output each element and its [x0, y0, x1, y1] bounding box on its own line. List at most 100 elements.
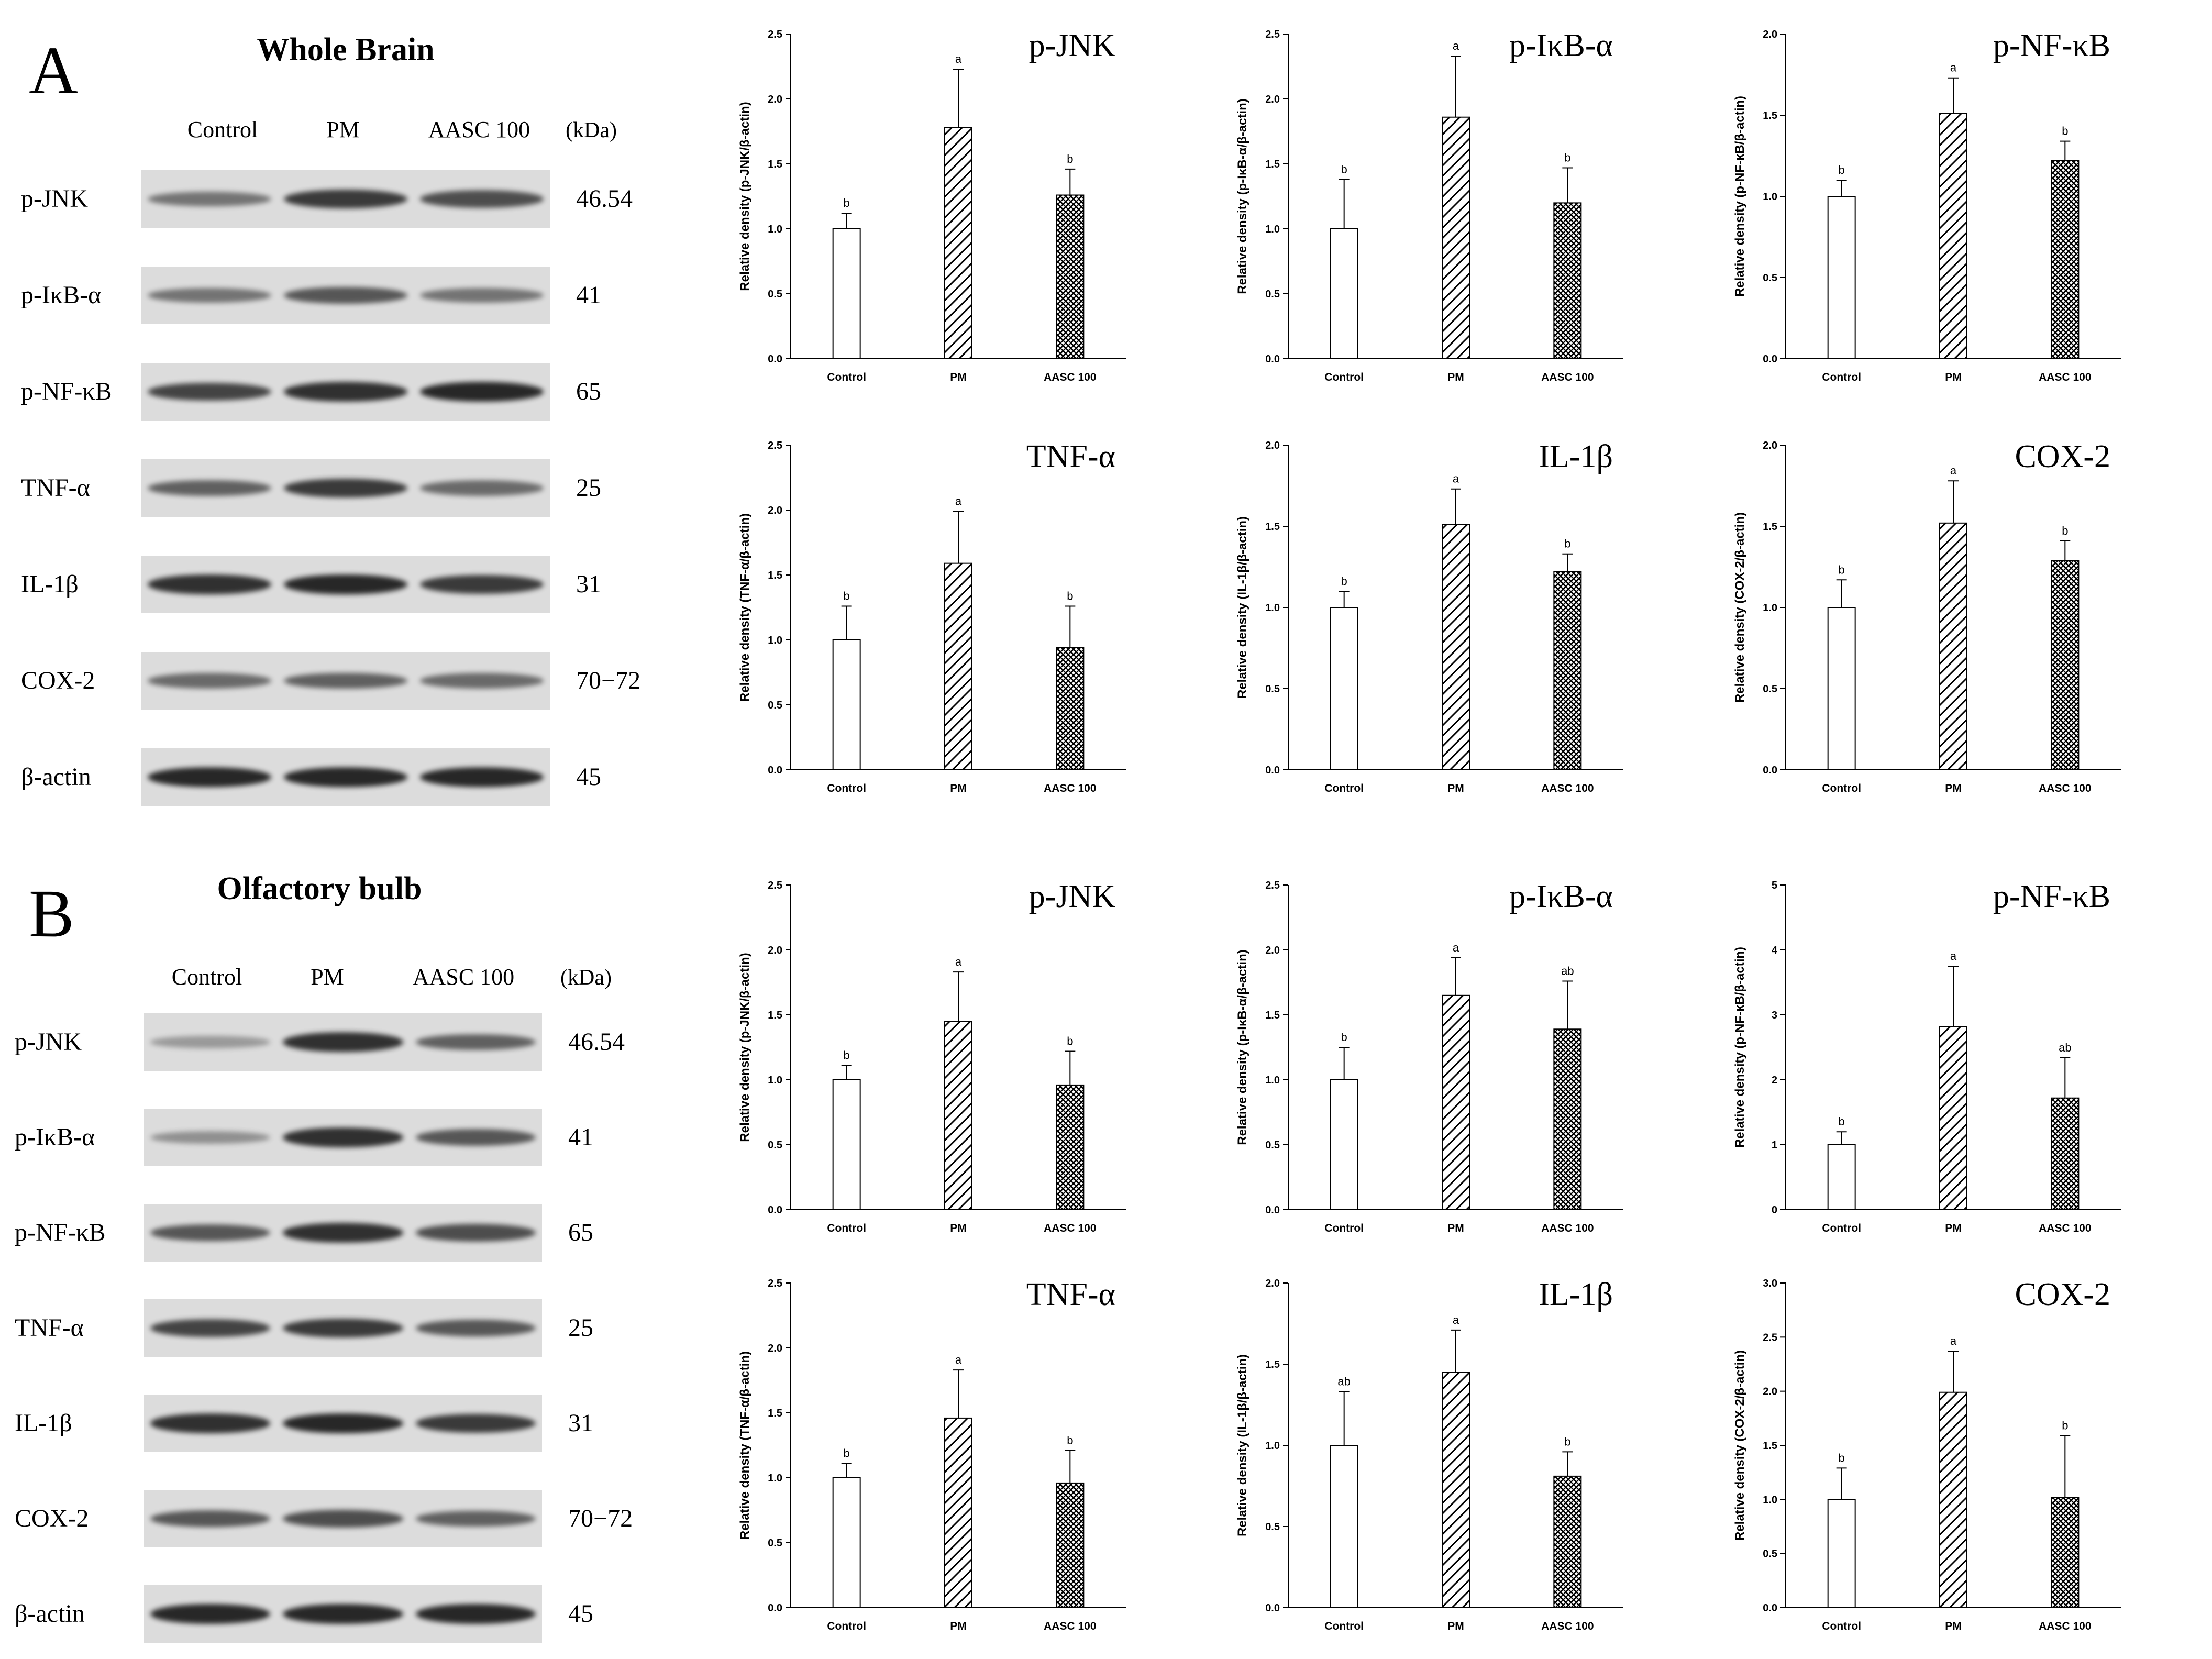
significance-letter: b: [844, 196, 850, 209]
category-label: AASC 100: [1541, 371, 1594, 383]
blot-band: [283, 1413, 403, 1434]
panel-a-kda-header: (kDa): [566, 118, 617, 142]
blot-protein-label: TNF-α: [15, 1314, 84, 1342]
category-label: AASC 100: [2039, 1222, 2091, 1234]
panel-b-lane-aasc: AASC 100: [412, 964, 515, 990]
blot-protein-label: p-JNK: [15, 1028, 82, 1056]
blot-protein-label: p-IκB-α: [15, 1123, 95, 1151]
panel-a-title: Whole Brain: [257, 32, 435, 68]
blot-kda-value: 31: [576, 570, 601, 598]
significance-letter: b: [2062, 524, 2068, 537]
y-tick-label: 0.0: [768, 1602, 782, 1614]
y-tick-label: 1.0: [768, 224, 782, 235]
blot-band: [148, 767, 271, 788]
y-tick-label: 1.0: [1763, 191, 1777, 203]
significance-letter: a: [955, 1353, 962, 1366]
chart-3: 0.0 0.5 1.0 1.5 2.0 Relative density (p-NF-κB…: [1733, 28, 2121, 383]
bar: [1939, 1026, 1967, 1210]
blot-band: [284, 189, 407, 209]
y-tick-label: 1.5: [1265, 1010, 1280, 1021]
significance-letter: b: [844, 1447, 850, 1460]
y-axis-label: Relative density (COX-2/β-actin): [1733, 1350, 1747, 1541]
bar: [1330, 1445, 1358, 1608]
blot-kda-value: 65: [568, 1219, 593, 1246]
significance-letter: a: [955, 494, 962, 507]
bar: [2051, 1497, 2080, 1608]
blot-band: [284, 574, 407, 595]
y-tick-label: 2.5: [768, 440, 782, 451]
category-label: AASC 100: [1044, 782, 1096, 794]
blot-strip: [144, 1013, 542, 1071]
bar: [1939, 113, 1967, 359]
significance-letter: b: [1564, 151, 1570, 164]
y-tick-label: 5: [1772, 880, 1777, 891]
blot-protein-label: IL-1β: [15, 1409, 72, 1437]
panel-b-lane-pm: PM: [311, 964, 344, 990]
bar: [944, 562, 972, 771]
y-axis-label: Relative density (COX-2/β-actin): [1733, 512, 1747, 703]
blot-strip: [141, 459, 550, 517]
blot-band: [420, 480, 544, 496]
y-tick-label: 2.5: [1265, 880, 1280, 891]
significance-letter: b: [1341, 163, 1347, 176]
blot-strip: [141, 363, 550, 421]
category-label: AASC 100: [1541, 1620, 1594, 1632]
y-tick-label: 1.5: [768, 1408, 782, 1419]
blot-band: [415, 1129, 536, 1146]
blot-band: [283, 1127, 403, 1147]
blot-kda-value: 65: [576, 378, 601, 405]
significance-letter: b: [2062, 1419, 2068, 1432]
blot-band: [150, 1131, 271, 1144]
bar: [1442, 1372, 1470, 1608]
bar: [1553, 1475, 1582, 1608]
category-label: Control: [1822, 1620, 1861, 1632]
bar: [1056, 1084, 1085, 1210]
y-tick-label: 1.0: [1763, 1494, 1777, 1506]
chart-2: 0.0 0.5 1.0 1.5 2.0 2.5 Relative density (p-Iκ…: [1235, 28, 1623, 383]
blot-strip: [144, 1490, 542, 1547]
chart-title: TNF-α: [1026, 439, 1115, 474]
y-tick-label: 0.5: [1265, 1521, 1280, 1533]
significance-letter: a: [955, 52, 962, 65]
panel-b-letter: B: [29, 876, 74, 952]
blot-kda-value: 41: [576, 281, 601, 309]
significance-letter: b: [1067, 152, 1073, 165]
y-tick-label: 0.0: [768, 765, 782, 776]
category-label: Control: [1324, 371, 1364, 383]
category-label: AASC 100: [1541, 1222, 1594, 1234]
chart-title: COX-2: [2015, 439, 2110, 474]
bar: [1442, 116, 1470, 359]
bar: [944, 1021, 972, 1211]
panel-b-lane-control: Control: [171, 964, 242, 990]
chart-title: p-NF-κB: [1993, 28, 2110, 63]
bar: [1553, 202, 1582, 359]
y-tick-label: 1.0: [1265, 1075, 1280, 1086]
chart-12: 0.0 0.5 1.0 1.5 2.0 2.5 3.0 Relative density (C…: [1733, 1277, 2121, 1632]
blot-band: [420, 190, 544, 208]
bar: [1827, 1144, 1856, 1210]
y-tick-label: 2.0: [768, 945, 782, 956]
bar: [832, 1477, 861, 1608]
significance-letter: b: [1564, 1435, 1570, 1448]
significance-letter: b: [1341, 1031, 1347, 1044]
y-tick-label: 0.5: [768, 700, 782, 711]
panel-a-lane-aasc: AASC 100: [428, 117, 530, 142]
y-tick-label: 1.5: [1265, 1359, 1280, 1370]
category-label: PM: [950, 1620, 967, 1632]
chart-title: p-IκB-α: [1509, 28, 1613, 63]
blot-strip: [141, 170, 550, 228]
y-tick-label: 1.0: [1265, 1440, 1280, 1452]
y-tick-label: 0.5: [1265, 1140, 1280, 1151]
bar: [832, 639, 861, 770]
bar: [1056, 194, 1085, 359]
y-tick-label: 2: [1772, 1075, 1777, 1086]
y-tick-label: 1.0: [1265, 224, 1280, 235]
category-label: PM: [1945, 371, 1962, 383]
blot-band: [415, 1510, 536, 1527]
y-tick-label: 2.0: [768, 505, 782, 516]
y-tick-label: 0.5: [768, 289, 782, 300]
category-label: Control: [827, 1222, 866, 1234]
blot-protein-label: β-actin: [21, 763, 91, 791]
blot-band: [148, 191, 271, 207]
bar: [2051, 560, 2080, 770]
